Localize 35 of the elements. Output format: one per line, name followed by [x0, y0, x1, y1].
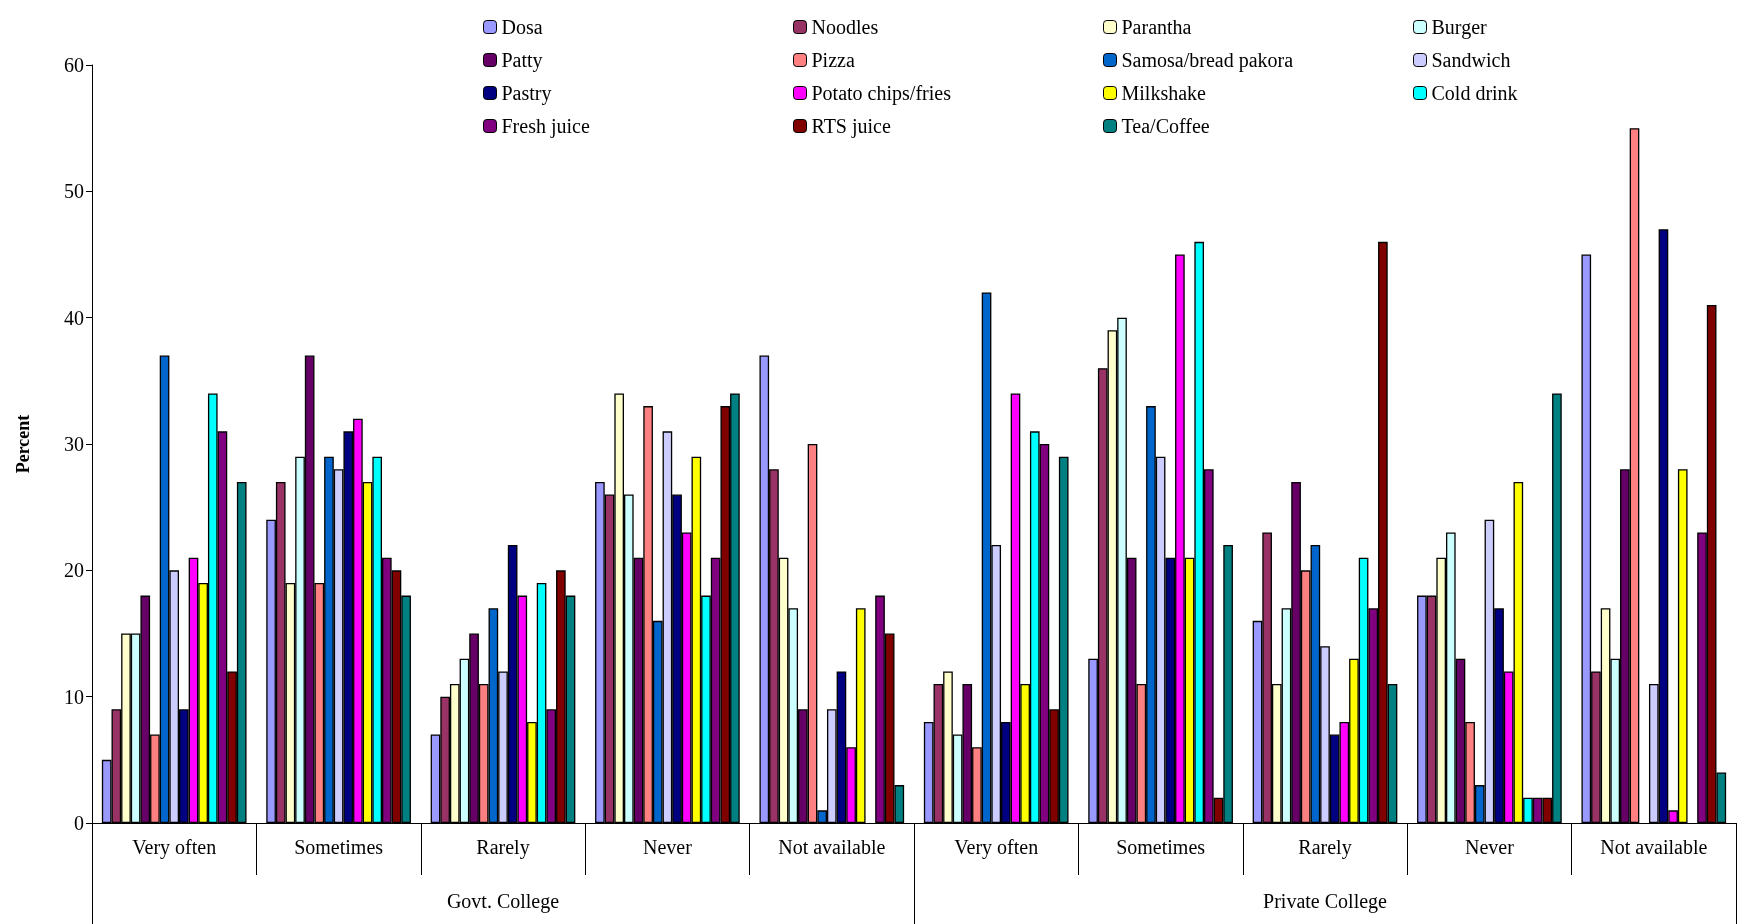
legend-label: Potato chips/fries [811, 82, 952, 105]
legend-label: Cold drink [1431, 82, 1518, 104]
text: Private College [1263, 890, 1388, 913]
legend-label: Burger [1431, 16, 1488, 39]
text: Govt. College [446, 890, 560, 913]
y-tick-label: 0 [74, 812, 84, 834]
y-tick-label: 50 [64, 180, 84, 203]
legend-label: Tea/Coffee [1121, 115, 1210, 137]
y-tick-label: 20 [64, 559, 84, 582]
x-tick-label: Never [642, 836, 693, 858]
x-tick-label: Sometimes [1116, 836, 1206, 858]
legend-label: Noodles [811, 16, 879, 38]
legend-label: RTS juice [811, 115, 891, 138]
legend-label: Patty [501, 49, 543, 72]
x-tick-label: Sometimes [294, 836, 384, 858]
x-tick-label: Rarely [1298, 836, 1352, 859]
legend-label: Pastry [501, 82, 552, 105]
x-tick-label: Very often [132, 836, 217, 859]
y-tick-label: 60 [64, 54, 84, 76]
y-tick-label: 30 [64, 433, 84, 455]
legend-label: Dosa [501, 16, 543, 38]
legend-label: Fresh juice [501, 115, 590, 138]
y-axis-title: Percent [13, 414, 33, 474]
x-tick-label: Not available [778, 836, 886, 858]
x-tick-label: Not available [1600, 836, 1708, 858]
x-tick-label: Never [1464, 836, 1515, 858]
legend-label: Parantha [1121, 16, 1192, 38]
x-tick-label: Very often [954, 836, 1039, 859]
y-tick-label: 40 [64, 306, 84, 329]
x-tick-label: Rarely [476, 836, 530, 859]
legend-label: Pizza [811, 49, 855, 71]
legend-label: Samosa/bread pakora [1121, 49, 1294, 72]
y-tick-label: 10 [64, 685, 84, 708]
legend-label: Milkshake [1121, 82, 1207, 104]
legend-label: Sandwich [1431, 49, 1511, 71]
